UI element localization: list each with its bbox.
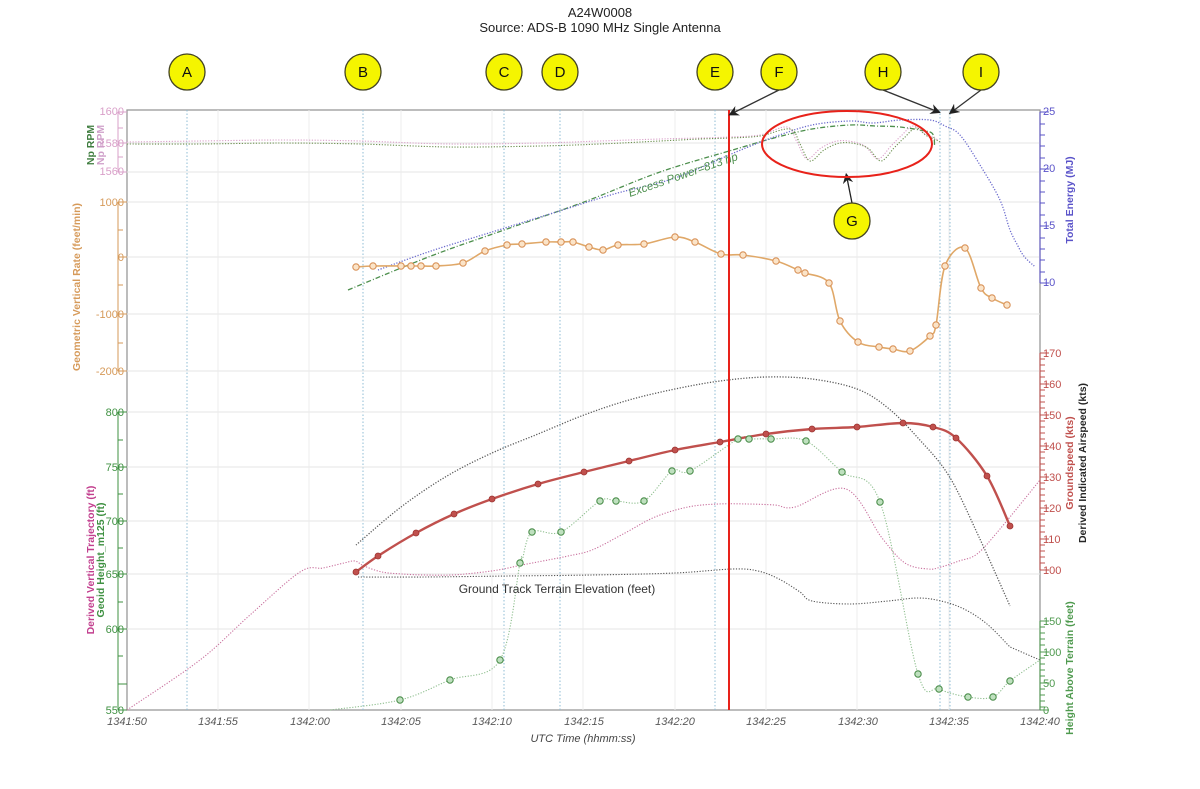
svg-text:50: 50	[1043, 678, 1055, 690]
svg-text:UTC Time (hhmm:ss): UTC Time (hhmm:ss)	[530, 733, 635, 745]
svg-text:120: 120	[1043, 503, 1061, 515]
svg-text:550: 550	[106, 705, 124, 717]
svg-text:1342:05: 1342:05	[381, 716, 422, 728]
svg-text:150: 150	[1043, 410, 1061, 422]
svg-text:-2000: -2000	[96, 366, 124, 378]
svg-text:600: 600	[106, 624, 124, 636]
svg-text:1342:40: 1342:40	[1020, 716, 1061, 728]
svg-text:1000: 1000	[100, 197, 124, 209]
svg-text:1342:25: 1342:25	[746, 716, 787, 728]
svg-text:800: 800	[106, 407, 124, 419]
svg-text:650: 650	[106, 569, 124, 581]
svg-text:H: H	[878, 64, 889, 81]
svg-text:-1000: -1000	[96, 309, 124, 321]
svg-text:C: C	[499, 64, 510, 81]
svg-text:F: F	[774, 64, 783, 81]
svg-text:G: G	[846, 213, 858, 230]
svg-text:Groundspeed (kts): Groundspeed (kts)	[1064, 416, 1076, 509]
svg-text:0: 0	[118, 252, 124, 264]
svg-text:150: 150	[1043, 616, 1061, 628]
svg-text:700: 700	[106, 516, 124, 528]
svg-text:D: D	[555, 64, 566, 81]
svg-text:1341:50: 1341:50	[107, 716, 148, 728]
svg-text:Geometric Vertical Rate (feet/: Geometric Vertical Rate (feet/min)	[71, 203, 83, 371]
svg-text:Np RPM: Np RPM	[95, 125, 107, 166]
svg-text:A24W0008: A24W0008	[568, 5, 632, 20]
svg-text:Total Energy (MJ): Total Energy (MJ)	[1064, 156, 1076, 243]
svg-text:100: 100	[1043, 565, 1061, 577]
svg-text:1342:10: 1342:10	[472, 716, 513, 728]
svg-text:1342:20: 1342:20	[655, 716, 696, 728]
svg-text:1342:35: 1342:35	[929, 716, 970, 728]
svg-text:B: B	[358, 64, 368, 81]
svg-text:I: I	[979, 64, 983, 81]
svg-text:1342:00: 1342:00	[290, 716, 331, 728]
svg-text:110: 110	[1043, 534, 1061, 546]
svg-text:140: 140	[1043, 441, 1061, 453]
svg-text:E: E	[710, 64, 720, 81]
svg-text:170: 170	[1043, 348, 1061, 360]
svg-text:160: 160	[1043, 379, 1061, 391]
svg-text:Ground Track Terrain Elevation: Ground Track Terrain Elevation (feet)	[459, 582, 656, 596]
svg-text:Derived Indicated Airspeed (kt: Derived Indicated Airspeed (kts)	[1077, 383, 1089, 543]
svg-text:130: 130	[1043, 472, 1061, 484]
svg-text:1342:30: 1342:30	[838, 716, 879, 728]
svg-text:Source: ADS-B 1090 MHz Single: Source: ADS-B 1090 MHz Single Antenna	[479, 20, 721, 35]
svg-text:Height Above Terrain (feet): Height Above Terrain (feet)	[1064, 601, 1076, 735]
svg-text:100: 100	[1043, 647, 1061, 659]
svg-text:Geoid Height_m125 (ft): Geoid Height_m125 (ft)	[95, 503, 107, 618]
svg-text:750: 750	[106, 462, 124, 474]
svg-text:1342:15: 1342:15	[564, 716, 605, 728]
svg-text:A: A	[182, 64, 192, 81]
svg-text:1341:55: 1341:55	[198, 716, 239, 728]
